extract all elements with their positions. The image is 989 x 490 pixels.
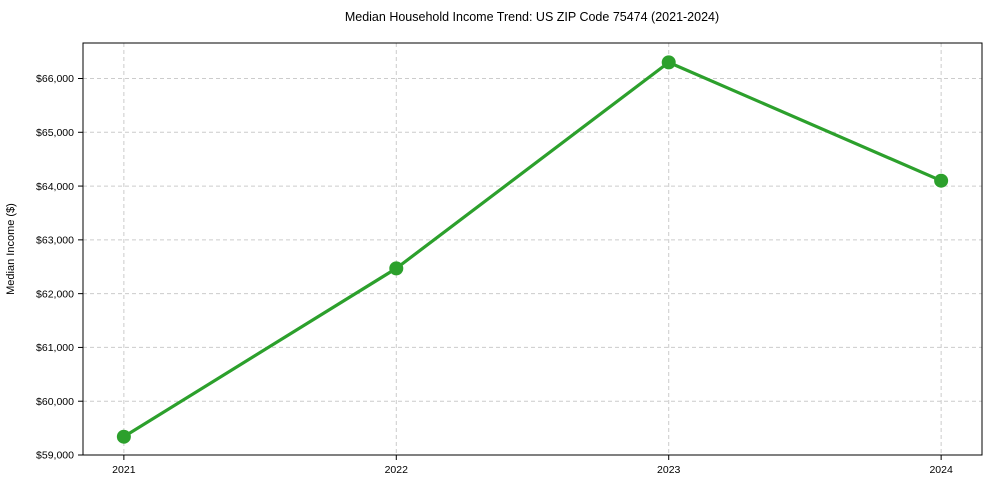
trend-line (122, 60, 943, 439)
y-tick-label: $64,000 (36, 181, 74, 193)
y-tick-label: $65,000 (36, 127, 74, 139)
data-point-2024 (934, 173, 949, 188)
data-point-2021 (116, 429, 131, 444)
data-point-2023 (661, 55, 676, 70)
data-point-2022 (389, 261, 404, 276)
x-tick-label: 2024 (929, 464, 953, 476)
y-tick-label: $60,000 (36, 396, 74, 408)
plot-border (82, 42, 983, 456)
y-tick-label: $59,000 (36, 450, 74, 462)
x-tick-label: 2023 (657, 464, 681, 476)
x-tick-label: 2021 (112, 464, 136, 476)
x-tick-label: 2022 (385, 464, 409, 476)
y-tick-label: $62,000 (36, 288, 74, 300)
y-tick-label: $61,000 (36, 342, 74, 354)
y-tick-label: $63,000 (36, 235, 74, 247)
y-axis-label: Median Income ($) (5, 203, 17, 295)
plot-area: $59,000 $60,000 $61,000 $62,000 $63,000 $64,0… (36, 42, 983, 476)
chart-title: Median Household Income Trend: US ZIP Co… (345, 10, 719, 24)
y-tick-label: $66,000 (36, 73, 74, 85)
